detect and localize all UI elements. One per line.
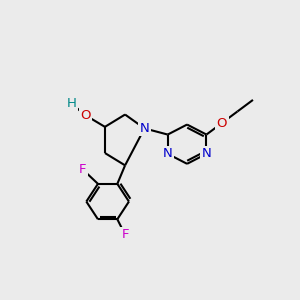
Text: O: O — [80, 109, 91, 122]
Text: N: N — [202, 147, 211, 160]
Text: N: N — [163, 147, 172, 160]
Text: F: F — [79, 163, 86, 176]
Text: O: O — [217, 116, 227, 130]
Text: H: H — [67, 97, 76, 110]
Text: F: F — [121, 228, 129, 241]
Text: N: N — [140, 122, 149, 135]
